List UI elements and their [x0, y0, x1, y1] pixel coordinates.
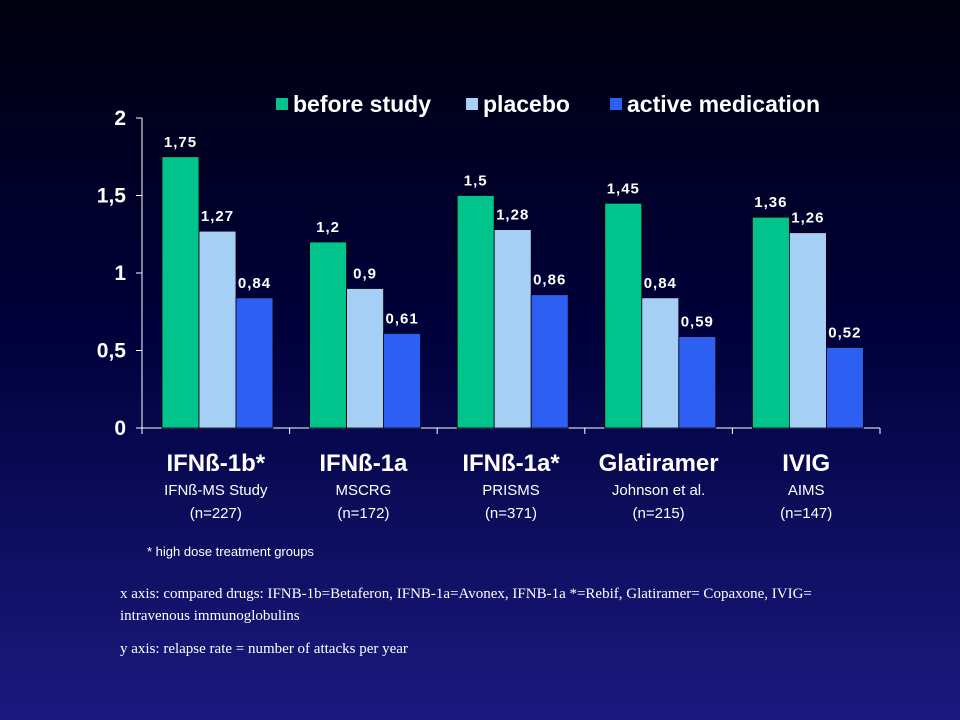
bar [641, 297, 680, 429]
data-label: 1,45 [607, 180, 640, 197]
bar [456, 195, 495, 429]
bar [493, 229, 532, 429]
x-category-n: (n=147) [780, 505, 832, 522]
bar [161, 156, 200, 429]
data-label: 0,86 [533, 272, 566, 289]
legend-swatch [466, 98, 478, 110]
x-category-study: AIMS [788, 482, 825, 499]
y-tick-label: 0,5 [97, 340, 127, 363]
x-category-label: IFNß-1a* [462, 450, 560, 477]
bar [346, 288, 385, 429]
x-category-label: Glatiramer [599, 450, 719, 477]
y-tick-label: 1 [114, 262, 126, 285]
y-tick-label: 0 [114, 417, 126, 440]
footnote: * high dose treatment groups [147, 544, 314, 559]
y-tick-label: 2 [114, 107, 126, 130]
data-label: 1,2 [316, 219, 340, 236]
x-category-study: PRISMS [482, 482, 540, 499]
data-label: 1,26 [791, 210, 824, 227]
x-axis-caption: x axis: compared drugs: IFNB-1b=Betafero… [120, 586, 812, 624]
x-category-study: Johnson et al. [612, 482, 705, 499]
bar [309, 241, 348, 429]
x-category-label: IFNß-1a [319, 450, 408, 477]
bar [235, 297, 274, 429]
x-category-label: IFNß-1b* [166, 450, 265, 477]
bar [604, 202, 643, 429]
data-label: 0,9 [353, 266, 377, 283]
data-label: 0,52 [828, 324, 861, 341]
data-label: 1,36 [754, 194, 787, 211]
bar [826, 346, 864, 429]
data-label: 1,5 [464, 173, 488, 190]
bar [678, 336, 717, 429]
bar [530, 294, 569, 429]
legend-label: active medication [627, 91, 820, 117]
legend-swatch [610, 98, 622, 110]
x-category-n: (n=215) [633, 505, 685, 522]
x-category-n: (n=227) [190, 505, 242, 522]
x-category-n: (n=172) [337, 505, 389, 522]
bar [789, 232, 827, 429]
data-label: 1,27 [201, 208, 234, 225]
data-label: 1,28 [496, 207, 529, 224]
bar [383, 333, 422, 429]
legend-swatch [276, 98, 288, 110]
bar [752, 216, 790, 429]
data-label: 0,84 [238, 275, 271, 292]
x-category-study: IFNß-MS Study [164, 482, 268, 499]
y-axis-caption: y axis: relapse rate = number of attacks… [120, 641, 408, 657]
x-category-label: IVIG [782, 450, 830, 477]
data-label: 0,59 [681, 314, 714, 331]
data-label: 0,84 [644, 275, 677, 292]
x-category-study: MSCRG [335, 482, 391, 499]
y-tick-label: 1,5 [97, 185, 127, 208]
bar [198, 230, 237, 429]
data-label: 1,75 [164, 134, 197, 151]
data-label: 0,61 [385, 310, 418, 327]
legend-label: before study [293, 91, 431, 117]
legend-label: placebo [483, 91, 570, 117]
x-category-n: (n=371) [485, 505, 537, 522]
